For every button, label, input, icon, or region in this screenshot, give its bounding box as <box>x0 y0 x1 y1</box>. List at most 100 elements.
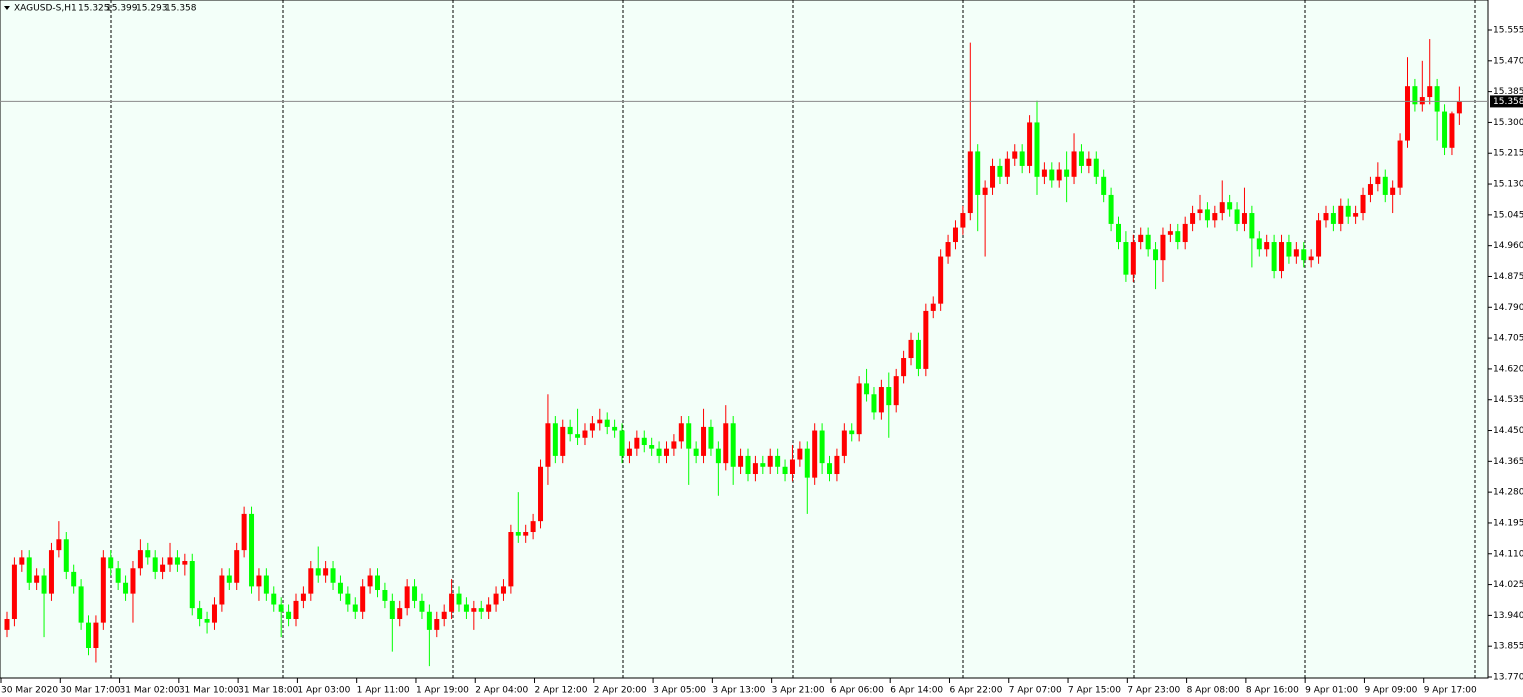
candle-body <box>738 455 744 467</box>
candle-body <box>382 590 388 601</box>
candle-body <box>463 604 469 612</box>
candle-body <box>256 575 262 587</box>
candle-body <box>63 539 69 572</box>
candle-body <box>189 561 195 609</box>
candle-body <box>137 550 143 569</box>
y-tick-label: 15.215 <box>1493 149 1523 159</box>
candle-body <box>397 608 403 620</box>
candle-body <box>1234 209 1240 224</box>
header-high: 15.399 <box>106 4 138 14</box>
x-tick-label: 1 Apr 19:00 <box>416 686 469 696</box>
y-tick-label: 14.450 <box>1493 426 1523 436</box>
candle-body <box>952 227 958 243</box>
y-tick-label: 14.195 <box>1493 518 1523 528</box>
candle-body <box>1449 113 1455 148</box>
candle-body <box>1404 86 1410 141</box>
candle-body <box>48 550 54 594</box>
y-tick-label: 14.875 <box>1493 272 1523 282</box>
candle-body <box>915 339 921 369</box>
candle-body <box>486 604 492 612</box>
candle-body <box>730 423 736 467</box>
x-tick-label: 2 Apr 20:00 <box>594 686 647 696</box>
candle-body <box>1293 249 1299 257</box>
candle-body <box>878 387 884 413</box>
candle-body <box>1353 213 1359 217</box>
candle-body <box>93 622 99 649</box>
x-tick-label: 6 Apr 22:00 <box>949 686 1002 696</box>
y-tick-label: 14.280 <box>1493 488 1523 498</box>
candle-body <box>1286 242 1292 257</box>
x-tick-label: 1 Apr 03:00 <box>297 686 350 696</box>
candle-body <box>797 448 803 460</box>
candle-body <box>234 550 240 583</box>
x-tick-label: 30 Mar 2020 <box>1 686 58 696</box>
y-tick-label: 15.045 <box>1493 210 1523 220</box>
candle-body <box>456 593 462 605</box>
x-tick-label: 31 Mar 02:00 <box>120 686 180 696</box>
x-tick-label: 3 Apr 21:00 <box>772 686 825 696</box>
candle-body <box>1160 234 1166 261</box>
candle-body <box>1338 205 1344 224</box>
x-tick-label: 1 Apr 11:00 <box>357 686 410 696</box>
candle-body <box>938 256 944 304</box>
candle-body <box>1264 242 1270 250</box>
candle-body <box>1071 151 1077 177</box>
y-tick-label: 15.385 <box>1493 87 1523 97</box>
candle-body <box>1212 213 1218 221</box>
candle-body <box>315 568 321 576</box>
candle-body <box>100 557 106 623</box>
candle-body <box>1316 220 1322 257</box>
candle-body <box>745 455 751 475</box>
candle-body <box>1041 169 1047 177</box>
candle-body <box>1130 242 1136 275</box>
candle-body <box>886 387 892 406</box>
candle-body <box>1227 202 1233 210</box>
candles <box>4 39 1462 667</box>
candle-body <box>367 575 373 587</box>
candle-body <box>967 151 973 214</box>
candle-body <box>1049 169 1055 181</box>
candle-body <box>1190 213 1196 224</box>
y-tick-label: 15.555 <box>1493 26 1523 36</box>
candle-body <box>1056 169 1062 181</box>
candle-body <box>1204 209 1210 221</box>
candle-body <box>663 448 669 456</box>
candle-body <box>552 423 558 456</box>
x-tick-label: 30 Mar 17:00 <box>60 686 120 696</box>
candle-body <box>849 430 855 435</box>
header-open: 15.325 <box>78 4 110 14</box>
candle-body <box>560 426 566 456</box>
candle-body <box>471 608 477 612</box>
y-tick-label: 14.025 <box>1493 580 1523 590</box>
x-tick-label: 8 Apr 08:00 <box>1187 686 1240 696</box>
candle-body <box>812 430 818 478</box>
y-tick-label: 14.535 <box>1493 395 1523 405</box>
candle-body <box>323 568 329 576</box>
candle-body <box>160 564 166 572</box>
candle-body <box>389 600 395 620</box>
candle-body <box>41 575 47 594</box>
candle-body <box>515 532 521 536</box>
candle-body <box>893 376 899 406</box>
candle-body <box>1101 176 1107 195</box>
y-tick-label: 13.940 <box>1493 611 1523 621</box>
candle-body <box>1360 194 1366 214</box>
candle-body <box>678 423 684 442</box>
candle-body <box>404 586 410 609</box>
candle-body <box>1123 242 1129 275</box>
candle-body <box>56 539 62 551</box>
candle-body <box>478 608 484 612</box>
candle-body <box>300 593 306 601</box>
candle-body <box>1279 242 1285 272</box>
candle-body <box>293 600 299 620</box>
candle-body <box>841 430 847 456</box>
candle-body <box>204 619 210 623</box>
candle-body <box>1078 151 1084 166</box>
candle-body <box>834 455 840 475</box>
candle-body <box>1153 249 1159 261</box>
candle-body <box>360 586 366 612</box>
candle-body <box>575 434 581 438</box>
x-tick-label: 7 Apr 15:00 <box>1068 686 1121 696</box>
candle-body <box>686 423 692 449</box>
